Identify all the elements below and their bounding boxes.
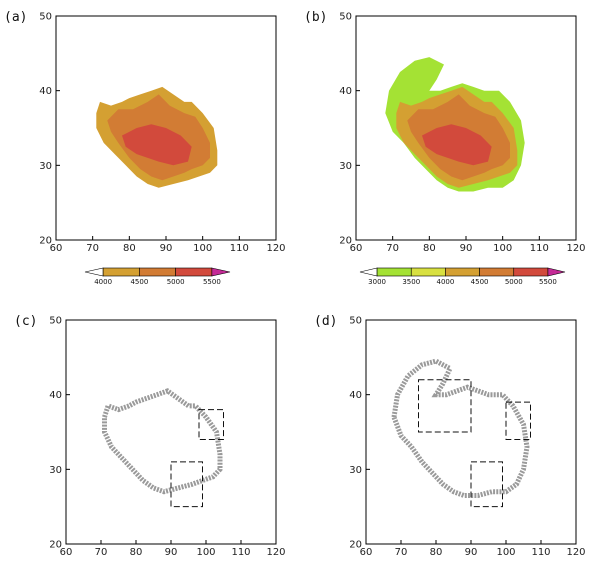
x-tick-label: 110 [230, 243, 249, 254]
panel-label: (b) [304, 10, 327, 25]
x-tick-label: 110 [531, 547, 550, 558]
subregion-box [198, 409, 224, 440]
colorbar-swatch [479, 267, 515, 277]
y-tick-label: 40 [349, 390, 362, 401]
subregion-box [170, 461, 203, 508]
y-tick-label: 40 [49, 390, 62, 401]
x-tick-label: 110 [530, 243, 549, 254]
subregion-box [418, 379, 472, 433]
x-tick-label: 90 [465, 547, 478, 558]
y-tick-label: 20 [49, 540, 62, 551]
subregion-box [470, 461, 503, 508]
terrain-contour-5000 [422, 124, 492, 166]
y-tick-label: 30 [349, 465, 362, 476]
y-tick-label: 20 [349, 540, 362, 551]
panel-label: (a) [4, 10, 27, 25]
region-boundary [102, 388, 223, 495]
colorbar-swatch [410, 267, 446, 277]
x-tick-label: 90 [165, 547, 178, 558]
x-tick-label: 90 [160, 243, 173, 254]
y-tick-label: 20 [39, 236, 52, 247]
colorbar-tick-label: 5000 [505, 278, 523, 286]
y-tick-label: 50 [49, 316, 62, 327]
x-tick-label: 100 [493, 243, 512, 254]
x-tick-label: 110 [231, 547, 250, 558]
y-tick-label: 20 [339, 236, 352, 247]
y-tick-label: 30 [339, 161, 352, 172]
colorbar-tick-label: 3500 [402, 278, 420, 286]
colorbar-over-arrow [211, 267, 231, 277]
y-tick-label: 50 [349, 316, 362, 327]
x-tick-label: 120 [266, 243, 285, 254]
colorbar-under-arrow [84, 267, 104, 277]
colorbar-tick-label: 4500 [130, 278, 148, 286]
x-tick-label: 100 [196, 547, 215, 558]
colorbar-swatch [139, 267, 176, 277]
x-tick-label: 60 [60, 547, 73, 558]
colorbar-tick-label: 5500 [539, 278, 557, 286]
x-tick-label: 70 [386, 243, 399, 254]
colorbar-tick-label: 5500 [203, 278, 221, 286]
plot-frame [65, 319, 277, 545]
panel-label: (d) [314, 314, 337, 329]
x-tick-label: 80 [130, 547, 143, 558]
colorbar-swatch [376, 267, 412, 277]
colorbar-tick-label: 4500 [471, 278, 489, 286]
colorbar-swatch [513, 267, 549, 277]
x-tick-label: 70 [395, 547, 408, 558]
panel-c: (c) 60 70 80 90 100 110 120 20 30 40 50 [14, 314, 286, 558]
x-tick-label: 80 [423, 243, 436, 254]
y-tick-label: 50 [39, 12, 52, 23]
x-tick-label: 60 [360, 547, 373, 558]
y-tick-label: 50 [339, 12, 352, 23]
subregion-box [505, 401, 531, 440]
x-tick-label: 120 [566, 547, 585, 558]
x-tick-label: 80 [123, 243, 136, 254]
x-tick-label: 90 [460, 243, 473, 254]
x-tick-label: 80 [430, 547, 443, 558]
x-tick-label: 70 [86, 243, 99, 254]
y-tick-label: 40 [339, 86, 352, 97]
x-tick-label: 120 [266, 547, 285, 558]
x-tick-label: 100 [496, 547, 515, 558]
x-tick-label: 70 [95, 547, 108, 558]
panel-d: (d) 60 70 80 90 100 110 120 20 30 40 50 [314, 314, 586, 558]
x-tick-label: 60 [50, 243, 63, 254]
colorbar-swatch [445, 267, 480, 277]
terrain-contour-5000 [122, 124, 192, 166]
panel-label: (c) [14, 314, 37, 329]
y-tick-label: 30 [49, 465, 62, 476]
region-boundary [391, 358, 530, 498]
colorbar-over-arrow [547, 267, 566, 277]
colorbar-tick-label: 4000 [437, 278, 455, 286]
colorbar-swatch [175, 267, 213, 277]
panel-b: (b) 3000 3500 4000 4500 5000 5500 60 70 80 90 100 11… [304, 10, 586, 286]
colorbar-tick-label: 4000 [94, 278, 112, 286]
x-tick-label: 60 [350, 243, 363, 254]
colorbar-tick-label: 3000 [368, 278, 386, 286]
colorbar-tick-label: 5000 [167, 278, 185, 286]
colorbar-under-arrow [359, 267, 378, 277]
x-tick-label: 100 [193, 243, 212, 254]
x-tick-label: 120 [566, 243, 585, 254]
y-tick-label: 30 [39, 161, 52, 172]
colorbar-swatch [102, 267, 140, 277]
panel-a: (a) 4000 4500 5000 5500 60 70 80 90 100 110 120 20 30… [4, 10, 286, 286]
y-tick-label: 40 [39, 86, 52, 97]
